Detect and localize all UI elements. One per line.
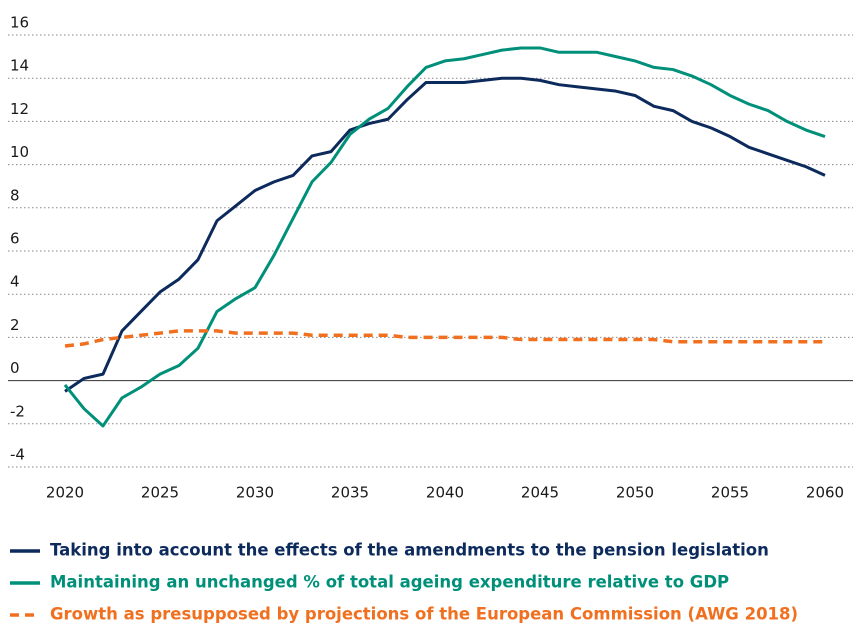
- series-line: [63, 46, 826, 428]
- series-line: [64, 329, 825, 348]
- y-tick-label: 6: [10, 230, 20, 248]
- legend-label: Taking into account the effects of the a…: [50, 541, 769, 560]
- y-tick-label: 16: [10, 14, 29, 32]
- y-tick-label: -4: [10, 446, 25, 464]
- x-tick-label: 2030: [236, 484, 274, 502]
- legend-label: Growth as presupposed by projections of …: [50, 605, 798, 624]
- x-tick-label: 2045: [521, 484, 559, 502]
- legend-label: Maintaining an unchanged % of total agei…: [50, 573, 729, 592]
- y-tick-label: 10: [10, 143, 29, 161]
- y-tick-label: 2: [10, 316, 20, 334]
- x-tick-label: 2060: [806, 484, 844, 502]
- y-tick-label: 4: [10, 273, 20, 291]
- x-tick-label: 2035: [331, 484, 369, 502]
- x-tick-label: 2025: [141, 484, 179, 502]
- x-tick-label: 2040: [426, 484, 464, 502]
- y-tick-label: 12: [10, 100, 29, 118]
- y-tick-label: 14: [10, 57, 29, 75]
- y-tick-label: 8: [10, 186, 20, 204]
- y-tick-label: -2: [10, 402, 25, 420]
- x-tick-label: 2020: [46, 484, 84, 502]
- x-tick-label: 2050: [616, 484, 654, 502]
- y-tick-label: 0: [10, 359, 20, 377]
- series-line: [64, 76, 826, 393]
- x-tick-label: 2055: [711, 484, 749, 502]
